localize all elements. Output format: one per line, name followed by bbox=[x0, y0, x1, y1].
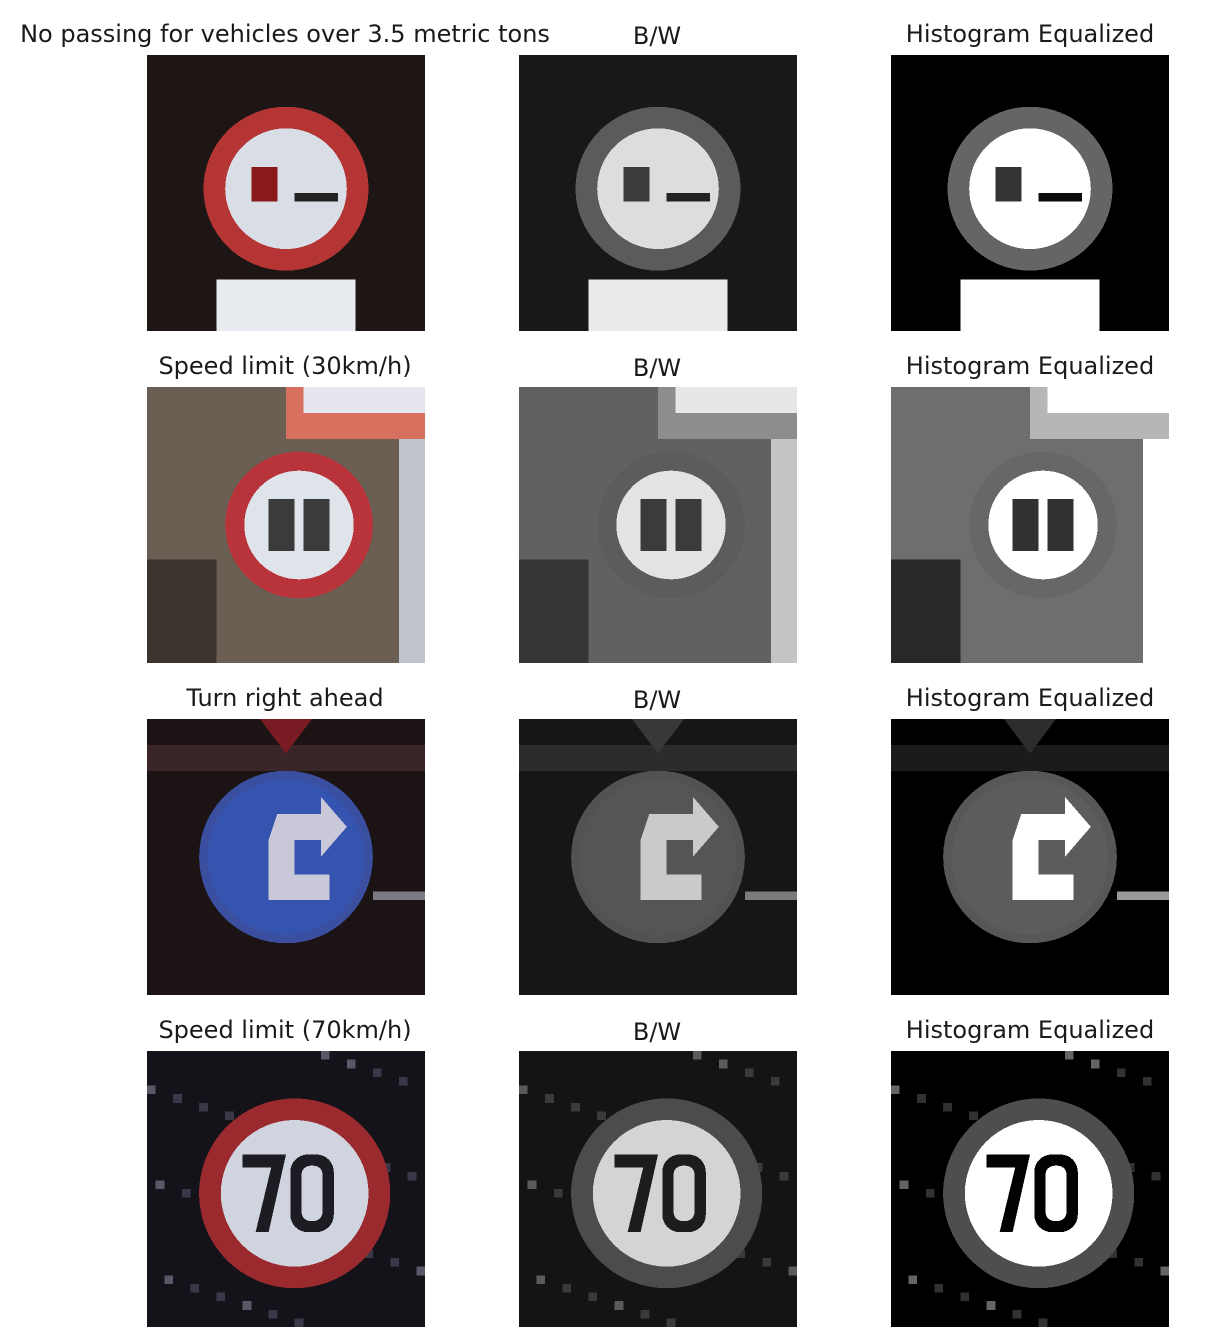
row-2-bw-title: B/W bbox=[632, 354, 682, 382]
row-3-color-image bbox=[147, 719, 425, 995]
speed-limit-30-sign-eq bbox=[891, 387, 1169, 663]
row-3-equalized-image bbox=[891, 719, 1169, 995]
speed-limit-70-sign-bw bbox=[519, 1051, 797, 1327]
no-passing-trucks-sign-bw bbox=[519, 55, 797, 331]
no-passing-trucks-sign-color bbox=[147, 55, 425, 331]
row-4-bw-image bbox=[519, 1051, 797, 1327]
row-1-bw-image bbox=[519, 55, 797, 331]
row-2-equalized-image bbox=[891, 387, 1169, 663]
row-1-title: No passing for vehicles over 3.5 metric … bbox=[20, 20, 550, 48]
row-3-bw-title: B/W bbox=[632, 686, 682, 714]
turn-right-ahead-sign-bw bbox=[519, 719, 797, 995]
turn-right-ahead-sign-color bbox=[147, 719, 425, 995]
speed-limit-70-sign-color bbox=[147, 1051, 425, 1327]
row-1-eq-title: Histogram Equalized bbox=[905, 20, 1155, 48]
row-4-color-image bbox=[147, 1051, 425, 1327]
turn-right-ahead-sign-eq bbox=[891, 719, 1169, 995]
row-3-eq-title: Histogram Equalized bbox=[905, 684, 1155, 712]
row-4-title: Speed limit (70km/h) bbox=[158, 1016, 412, 1044]
row-2-bw-image bbox=[519, 387, 797, 663]
row-1-equalized-image bbox=[891, 55, 1169, 331]
speed-limit-30-sign-bw bbox=[519, 387, 797, 663]
row-3-title: Turn right ahead bbox=[186, 684, 384, 712]
row-2-eq-title: Histogram Equalized bbox=[905, 352, 1155, 380]
row-2-title: Speed limit (30km/h) bbox=[158, 352, 412, 380]
row-3-bw-image bbox=[519, 719, 797, 995]
row-4-bw-title: B/W bbox=[632, 1018, 682, 1046]
row-1-color-image bbox=[147, 55, 425, 331]
row-1-bw-title: B/W bbox=[632, 22, 682, 50]
speed-limit-70-sign-eq bbox=[891, 1051, 1169, 1327]
no-passing-trucks-sign-eq bbox=[891, 55, 1169, 331]
row-4-equalized-image bbox=[891, 1051, 1169, 1327]
row-2-color-image bbox=[147, 387, 425, 663]
speed-limit-30-sign-color bbox=[147, 387, 425, 663]
row-4-eq-title: Histogram Equalized bbox=[905, 1016, 1155, 1044]
